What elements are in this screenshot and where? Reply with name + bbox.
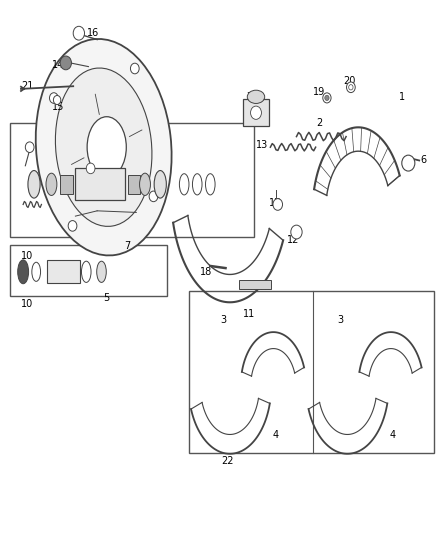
- Ellipse shape: [247, 90, 265, 103]
- Circle shape: [291, 225, 302, 239]
- Circle shape: [73, 26, 85, 40]
- Text: 10: 10: [21, 251, 34, 261]
- Ellipse shape: [180, 174, 189, 195]
- Text: 10: 10: [21, 300, 34, 309]
- Circle shape: [149, 191, 158, 201]
- Ellipse shape: [53, 95, 61, 104]
- Ellipse shape: [81, 261, 91, 282]
- Bar: [10, 245, 167, 296]
- Text: 15: 15: [52, 102, 64, 112]
- Circle shape: [49, 93, 58, 103]
- Ellipse shape: [46, 173, 57, 196]
- Ellipse shape: [346, 82, 355, 93]
- Text: 7: 7: [246, 92, 253, 102]
- Text: 3: 3: [338, 314, 344, 325]
- Circle shape: [25, 142, 34, 152]
- Ellipse shape: [97, 261, 106, 282]
- Text: 21: 21: [21, 81, 34, 91]
- Ellipse shape: [36, 39, 172, 255]
- Ellipse shape: [192, 174, 202, 195]
- Text: 16: 16: [87, 28, 99, 38]
- Ellipse shape: [32, 262, 41, 281]
- Bar: [60, 175, 73, 194]
- Ellipse shape: [251, 106, 261, 119]
- Text: 12: 12: [287, 235, 299, 245]
- Circle shape: [402, 155, 415, 171]
- Text: 5: 5: [103, 293, 109, 303]
- Text: 14: 14: [52, 60, 64, 70]
- Text: 8: 8: [107, 172, 113, 181]
- Text: 3: 3: [220, 314, 226, 325]
- Text: 2: 2: [316, 118, 322, 128]
- Circle shape: [131, 63, 139, 74]
- Text: 20: 20: [343, 76, 356, 86]
- Text: 11: 11: [244, 309, 256, 319]
- Text: 9: 9: [85, 182, 92, 192]
- Text: 18: 18: [200, 267, 212, 277]
- Ellipse shape: [55, 68, 152, 227]
- Ellipse shape: [18, 260, 28, 284]
- Ellipse shape: [140, 173, 150, 196]
- Text: 19: 19: [313, 86, 325, 96]
- Bar: [188, 292, 434, 453]
- Bar: [75, 168, 125, 200]
- Bar: [127, 175, 140, 194]
- Text: 6: 6: [420, 156, 427, 165]
- Ellipse shape: [154, 171, 166, 198]
- Circle shape: [86, 163, 95, 174]
- Ellipse shape: [205, 174, 215, 195]
- Ellipse shape: [87, 117, 126, 177]
- Bar: [47, 260, 80, 284]
- Circle shape: [273, 199, 283, 211]
- Ellipse shape: [325, 95, 329, 101]
- Text: 17: 17: [269, 198, 282, 208]
- Text: 4: 4: [390, 430, 396, 440]
- Bar: [10, 123, 254, 237]
- Text: 7: 7: [124, 241, 131, 251]
- Ellipse shape: [323, 93, 331, 103]
- Ellipse shape: [28, 171, 40, 198]
- Text: 4: 4: [272, 430, 279, 440]
- Circle shape: [68, 221, 77, 231]
- Bar: [239, 280, 271, 289]
- Text: 22: 22: [222, 456, 234, 466]
- Circle shape: [60, 56, 71, 70]
- Text: 1: 1: [399, 92, 405, 102]
- Bar: [243, 100, 269, 126]
- Text: 13: 13: [256, 140, 268, 150]
